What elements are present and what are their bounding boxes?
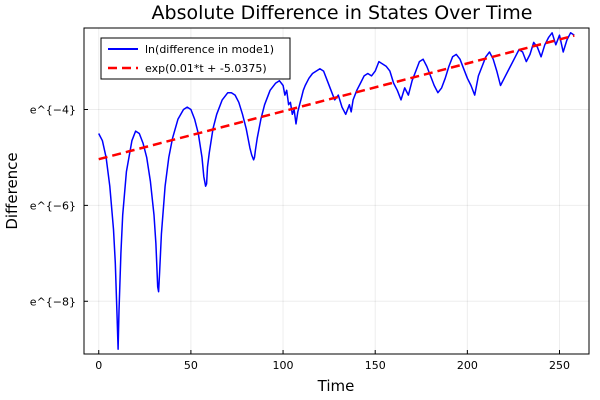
- x-tick-label: 100: [273, 359, 294, 372]
- legend: ln(difference in mode1) exp(0.01*t + -5.…: [100, 37, 291, 80]
- y-axis-label: Difference: [3, 152, 21, 229]
- x-tick-label: 0: [95, 359, 102, 372]
- grid: [84, 28, 589, 354]
- chart-title: Absolute Difference in States Over Time: [152, 2, 533, 24]
- x-tick-label: 50: [184, 359, 198, 372]
- legend-box: [100, 37, 291, 80]
- x-tick-label: 200: [457, 359, 478, 372]
- y-tick-label: e^{−8}: [30, 295, 76, 308]
- x-axis-label: Time: [317, 377, 355, 395]
- legend-label-mode1: ln(difference in mode1): [145, 43, 274, 56]
- x-tick-label: 250: [549, 359, 570, 372]
- x-tick-label: 150: [365, 359, 386, 372]
- x-axis: 0 50 100 150 200 250: [95, 350, 570, 372]
- plot-frame: [83, 27, 590, 355]
- plot-series: [98, 32, 575, 350]
- y-tick-label: e^{−4}: [30, 104, 76, 117]
- legend-label-fit: exp(0.01*t + -5.0375): [145, 62, 267, 75]
- y-tick-label: e^{−6}: [30, 199, 76, 212]
- y-axis: e^{−4} e^{−6} e^{−8}: [30, 104, 88, 308]
- series-line-fit: [98, 34, 575, 161]
